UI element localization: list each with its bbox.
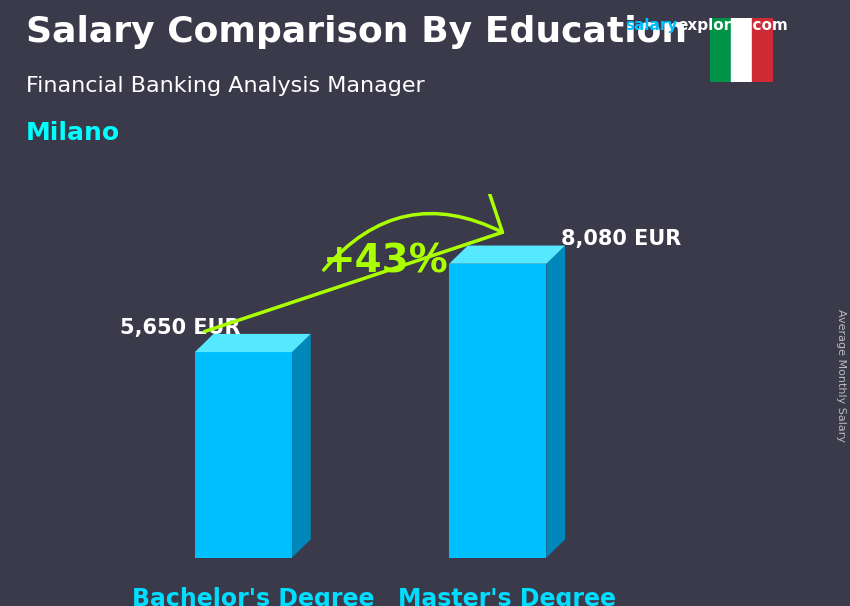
Text: 5,650 EUR: 5,650 EUR xyxy=(120,318,240,338)
Text: Salary Comparison By Education: Salary Comparison By Education xyxy=(26,15,687,49)
Text: explorer.com: explorer.com xyxy=(677,18,788,33)
Polygon shape xyxy=(449,264,547,558)
FancyArrowPatch shape xyxy=(204,0,502,331)
Polygon shape xyxy=(195,352,292,558)
Text: 8,080 EUR: 8,080 EUR xyxy=(561,229,682,249)
Text: Milano: Milano xyxy=(26,121,120,145)
Text: Average Monthly Salary: Average Monthly Salary xyxy=(836,309,846,442)
Bar xyxy=(710,18,731,82)
Polygon shape xyxy=(449,245,565,264)
Polygon shape xyxy=(195,334,311,352)
Text: Master's Degree: Master's Degree xyxy=(398,587,616,606)
Text: salary: salary xyxy=(625,18,677,33)
Text: Bachelor's Degree: Bachelor's Degree xyxy=(132,587,374,606)
Text: Financial Banking Analysis Manager: Financial Banking Analysis Manager xyxy=(26,76,424,96)
Bar xyxy=(731,18,752,82)
Text: +43%: +43% xyxy=(323,242,449,280)
Polygon shape xyxy=(292,334,311,558)
Polygon shape xyxy=(547,245,565,558)
Bar xyxy=(752,18,774,82)
